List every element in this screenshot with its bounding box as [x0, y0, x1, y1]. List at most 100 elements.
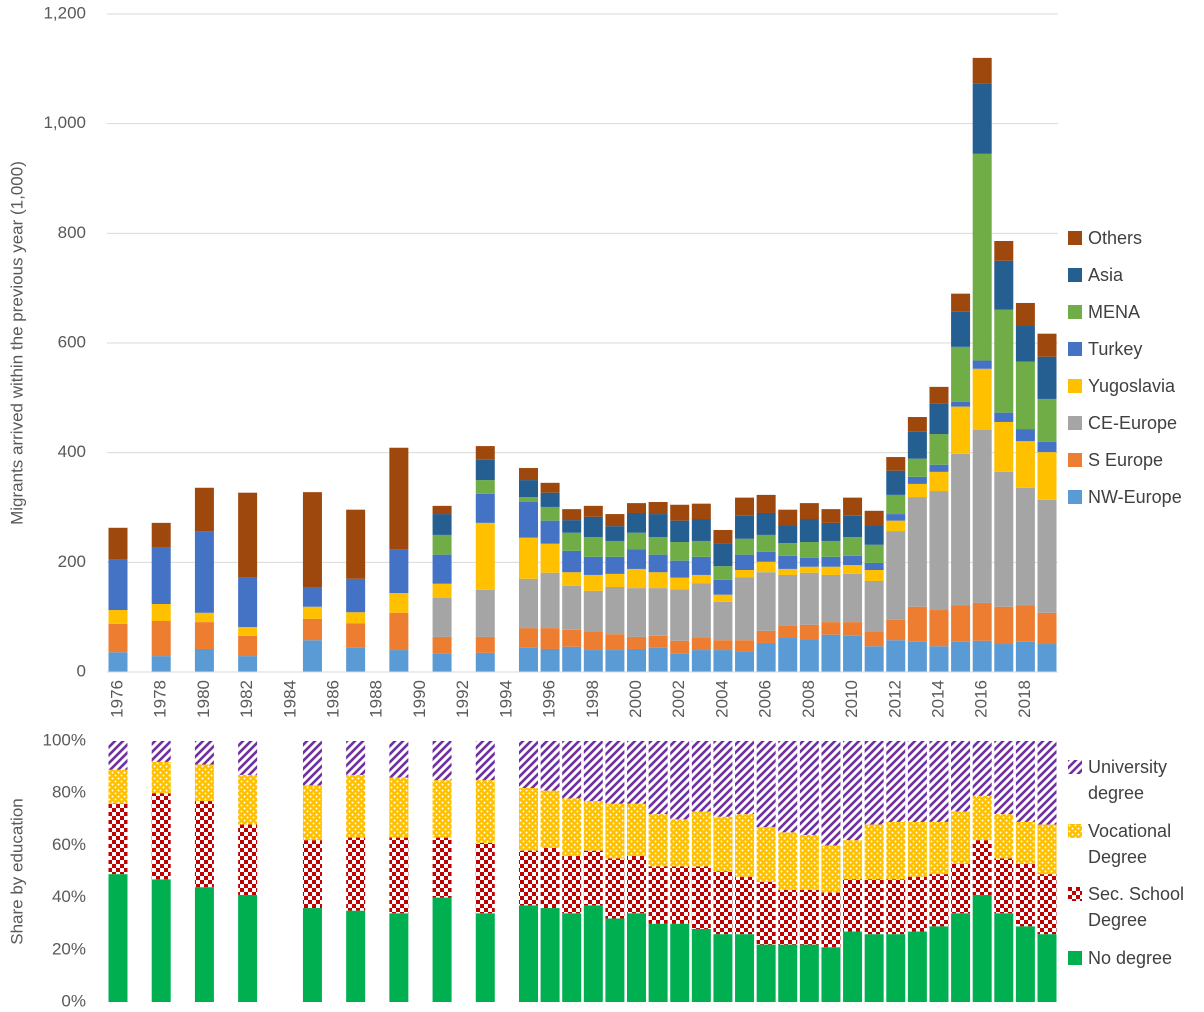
bar-segment: [540, 520, 560, 544]
bar-segment: [432, 554, 452, 584]
bar-segment: [432, 780, 452, 838]
bar-segment: [778, 944, 798, 1002]
bar-segment: [475, 522, 495, 590]
bar-segment: [238, 741, 258, 775]
bar-segment: [605, 650, 625, 672]
bar-segment: [756, 534, 776, 552]
bar-segment: [583, 574, 603, 591]
bar-segment: [540, 482, 560, 493]
y-tick-label: 600: [58, 332, 86, 351]
bar-segment: [907, 431, 927, 459]
bar-segment: [389, 741, 409, 778]
bar-segment: [1037, 333, 1057, 357]
x-tick-label: 2004: [712, 680, 731, 718]
legend-item: Others: [1068, 225, 1196, 251]
bar-segment: [648, 514, 668, 538]
bar-segment: [799, 624, 819, 640]
x-tick-label: 2002: [669, 680, 688, 718]
bar-segment: [756, 944, 776, 1002]
bar-segment: [108, 610, 128, 624]
bar-segment: [151, 604, 171, 622]
bar-segment: [886, 470, 906, 495]
bar-segment: [691, 638, 711, 651]
bar-segment: [562, 520, 582, 533]
legend-label: University degree: [1088, 757, 1168, 803]
x-tick-label: 2008: [799, 680, 818, 718]
bar-segment: [605, 918, 625, 1002]
bar-segment: [886, 741, 906, 822]
bar-segment: [994, 644, 1014, 672]
bar-segment: [583, 905, 603, 1002]
bar-segment: [627, 588, 647, 637]
bar-segment: [1015, 926, 1035, 1002]
bar-segment: [951, 453, 971, 606]
bar-segment: [799, 889, 819, 945]
bar-segment: [605, 540, 625, 557]
bar-segment: [951, 641, 971, 672]
bar-segment: [886, 879, 906, 935]
bar-segment: [778, 638, 798, 672]
bar-segment: [972, 640, 992, 672]
bar-segment: [735, 577, 755, 641]
bar-segment: [670, 560, 690, 578]
bar-segment: [994, 858, 1014, 914]
bar-segment: [627, 648, 647, 672]
bar-segment: [562, 798, 582, 856]
legend-label: NW-Europe: [1088, 487, 1182, 507]
bar-segment: [540, 628, 560, 649]
bar-segment: [929, 926, 949, 1002]
bar-segment: [864, 525, 884, 545]
bar-segment: [713, 594, 733, 602]
x-tick-label: 1996: [540, 680, 559, 718]
bar-segment: [951, 741, 971, 812]
bar-segment: [821, 845, 841, 893]
bar-segment: [302, 640, 322, 672]
bar-segment: [151, 761, 171, 794]
legend-item: MENA: [1068, 299, 1196, 325]
bar-segment: [389, 913, 409, 1002]
bar-segment: [562, 913, 582, 1002]
bar-segment: [1037, 612, 1057, 645]
bar-segment: [929, 741, 949, 822]
bar-segment: [972, 360, 992, 369]
bar-segment: [864, 879, 884, 935]
legend-swatch-rect: [1068, 305, 1082, 319]
bar-segment: [735, 640, 755, 652]
bar-segment: [346, 623, 366, 648]
bar-segment: [1015, 863, 1035, 927]
bar-segment: [951, 811, 971, 864]
bar-segment: [605, 587, 625, 635]
bar-segment: [821, 540, 841, 557]
bar-segment: [864, 631, 884, 647]
bar-segment: [648, 502, 668, 515]
bar-segment: [562, 550, 582, 573]
bar-segment: [713, 543, 733, 567]
bar-segment: [648, 647, 668, 672]
bar-segment: [972, 429, 992, 603]
y-tick-label: 100%: [43, 730, 86, 749]
bar-segment: [670, 923, 690, 1002]
bar-segment: [562, 532, 582, 551]
bar-segment: [972, 368, 992, 430]
legend-label: Others: [1088, 228, 1143, 248]
bar-segment: [540, 741, 560, 791]
bar-segment: [108, 769, 128, 804]
x-tick-label: 2018: [1015, 680, 1034, 718]
bar-segment: [886, 934, 906, 1002]
bar-segment: [713, 650, 733, 672]
bar-segment: [691, 503, 711, 520]
bar-segment: [389, 447, 409, 550]
bar-segment: [994, 309, 1014, 413]
bar-segment: [1037, 452, 1057, 500]
bar-segment: [346, 509, 366, 579]
bar-segment: [907, 741, 927, 822]
legend-swatch-rect: [1068, 887, 1082, 901]
bar-segment: [994, 421, 1014, 472]
bar-segment: [605, 858, 625, 919]
bar-segment: [821, 634, 841, 672]
bar-segment: [821, 741, 841, 846]
bar-segment: [799, 542, 819, 558]
bar-segment: [713, 934, 733, 1002]
bar-segment: [1015, 441, 1035, 488]
bar-segment: [518, 850, 538, 906]
